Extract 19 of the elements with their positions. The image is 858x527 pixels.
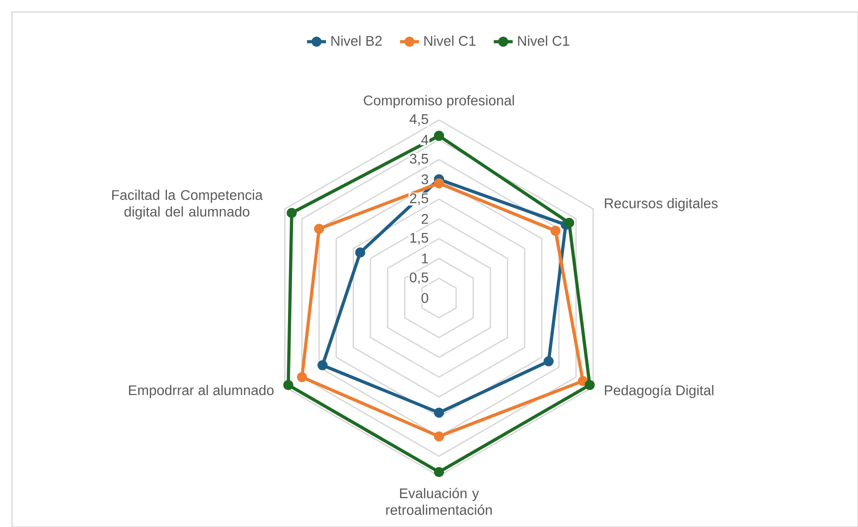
- y-tick-label: 1: [422, 254, 428, 264]
- legend-label: Nivel C1: [424, 36, 476, 46]
- y-tick-label: 0: [421, 293, 428, 303]
- y-tick-label: 2: [422, 214, 428, 224]
- y-tick-label: 4,5: [410, 114, 428, 126]
- y-tick-label: 4: [421, 134, 428, 145]
- y-tick-label: 3,5: [410, 154, 428, 166]
- spoke-label: Evaluación y retroalimentación: [386, 488, 492, 515]
- y-tick-label: 0,5: [410, 272, 428, 284]
- spoke-label: Faciltad la Competencia digital del alumnado: [112, 190, 263, 220]
- spoke-label: Empodrrar al alumnado: [129, 384, 274, 398]
- spoke-label: Compromiso profesional: [364, 95, 514, 108]
- spoke-label: Pedagogía Digital: [604, 384, 714, 398]
- spoke-label: Recursos digitales: [604, 198, 718, 212]
- y-tick-label: 1,5: [410, 232, 428, 244]
- legend-label: Nivel B2: [331, 36, 382, 46]
- y-tick-label: 3: [421, 174, 428, 184]
- legend-label: Nivel C1: [518, 36, 570, 46]
- y-tick-label: 2,5: [410, 193, 428, 205]
